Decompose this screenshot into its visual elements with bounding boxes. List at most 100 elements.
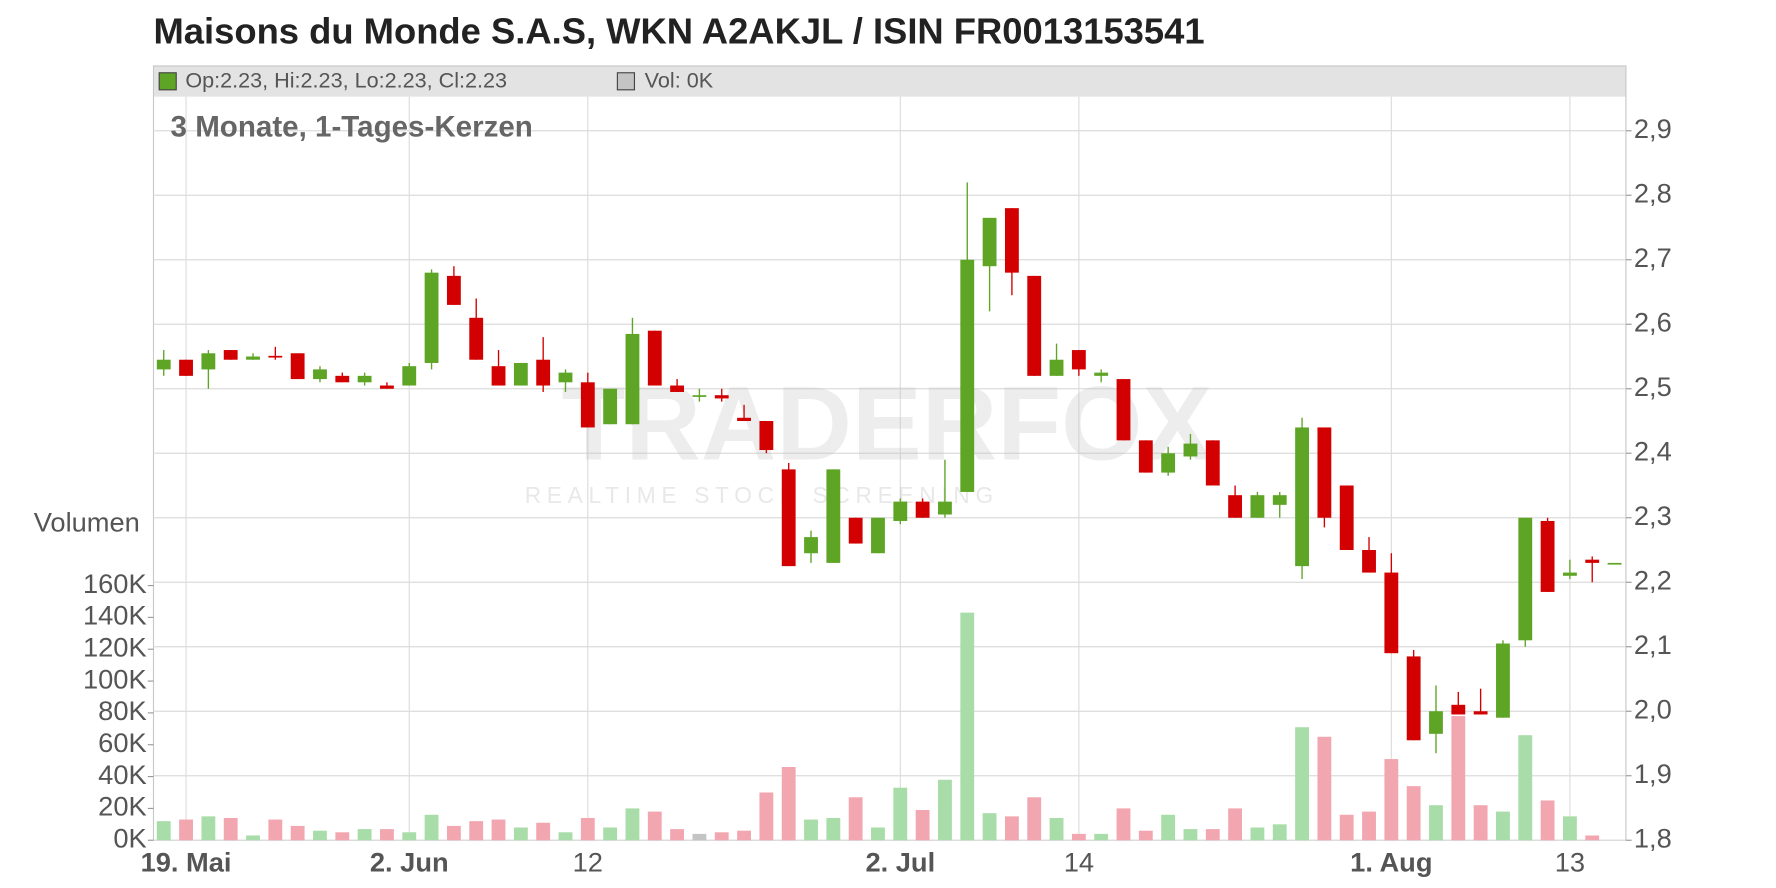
volume-bar [915, 810, 930, 841]
candle-body [1362, 549, 1376, 573]
candle-body [1228, 495, 1243, 518]
candle-body [848, 517, 863, 544]
x-tick-label: 2. Jul [865, 846, 935, 877]
volume-bar [714, 832, 729, 841]
volume-bar [670, 829, 685, 841]
volume-bar [1585, 835, 1600, 841]
y-tick-label: 2,3 [1634, 500, 1672, 531]
candle-body [714, 395, 729, 399]
volume-bar [335, 832, 350, 841]
candle-body [1540, 520, 1555, 592]
volume-bar [1272, 824, 1287, 841]
volume-bar [759, 792, 774, 841]
candle-body [647, 330, 662, 386]
volume-bar [1004, 816, 1019, 841]
candle-body [1250, 495, 1265, 518]
candle-body [603, 388, 618, 425]
candle-body [335, 375, 350, 383]
x-tick-label: 14 [1064, 846, 1094, 877]
volume-bar [491, 819, 506, 841]
volume-bar [1250, 827, 1265, 841]
candle-body [692, 395, 707, 397]
candle-body [938, 501, 952, 515]
volume-bar [1362, 811, 1376, 841]
y2-tick-label: 60K [98, 727, 147, 758]
candle-body [1272, 495, 1287, 505]
volume-bar [1562, 816, 1577, 841]
y2-tick-label: 100K [83, 663, 147, 694]
volume-bar [625, 808, 640, 841]
candle-body [804, 537, 818, 554]
candle-body [469, 317, 484, 360]
volume-bar [826, 817, 841, 841]
candle-body [1339, 485, 1354, 550]
volume-bar [290, 825, 305, 841]
candle-body [871, 517, 885, 554]
volume-bar [1317, 736, 1332, 841]
y-tick-label: 2,1 [1634, 629, 1672, 660]
candle-body [1205, 440, 1220, 486]
candle-body [1451, 704, 1466, 715]
y-tick-label: 2,2 [1634, 564, 1672, 595]
y-tick-label: 2,9 [1634, 113, 1672, 144]
volume-bar [1295, 727, 1309, 841]
candle-body [402, 366, 417, 386]
candle-body [1049, 359, 1064, 376]
volume-bar [380, 829, 394, 841]
x-tick-label: 2. Jun [370, 846, 449, 877]
grid [153, 96, 1626, 841]
volume-bar [580, 817, 595, 841]
candle-body [201, 353, 216, 370]
info-bar [153, 65, 1626, 97]
volume-bar [1161, 814, 1176, 841]
info-swatch [616, 72, 636, 91]
volume-bar [848, 797, 863, 841]
info-swatch [158, 72, 177, 91]
volume-bar [536, 822, 551, 841]
volume-bar [1116, 808, 1131, 841]
volume-bar [1071, 833, 1086, 841]
volume-bar [513, 827, 528, 841]
candle-body [1004, 208, 1019, 273]
candle-body [1585, 559, 1600, 563]
chart-title: Maisons du Monde S.A.S, WKN A2AKJL / ISI… [153, 11, 1204, 52]
candle-body [893, 501, 908, 521]
candle-body [1116, 379, 1131, 441]
candle-body [156, 359, 171, 370]
volume-bar [1339, 814, 1354, 841]
y-tick-label: 2,5 [1634, 371, 1672, 402]
candle-body [1317, 427, 1332, 518]
volume-bar [179, 819, 193, 841]
candle-body [1607, 562, 1622, 565]
volume-axis-title: Volumen [34, 506, 140, 537]
y-tick-label: 2,6 [1634, 306, 1672, 337]
volume-bar [268, 819, 283, 841]
volume-bar [1540, 800, 1555, 841]
candle-body [491, 366, 506, 386]
volume-bar [424, 814, 439, 841]
candle-body [625, 333, 640, 425]
candle-body [380, 385, 394, 389]
candle-body [446, 275, 461, 305]
candle-body [1562, 572, 1577, 576]
volume-bar [781, 767, 796, 841]
volume-bar [469, 821, 484, 841]
volume-bar [871, 827, 885, 841]
volume-bar [1183, 829, 1198, 841]
candle-body [1406, 656, 1421, 741]
volume-bar [1473, 805, 1488, 841]
volume-bar [1406, 786, 1421, 841]
info-volume: Vol: 0K [645, 68, 714, 93]
candle-body [1138, 440, 1153, 473]
candle-body [1429, 711, 1443, 734]
x-tick-label: 1. Aug [1350, 846, 1432, 877]
volume-bar [246, 835, 260, 841]
volume-bar [313, 830, 327, 841]
info-price: Op:2.23, Hi:2.23, Lo:2.23, Cl:2.23 [185, 68, 507, 93]
candle-body [580, 382, 595, 428]
candle-body [268, 355, 283, 358]
watermark: TRADERFOX REALTIME STOCK SCREENING [525, 366, 1213, 508]
volume-bar [647, 811, 662, 841]
volume-bar [1496, 811, 1510, 841]
volume-bar [938, 779, 952, 841]
